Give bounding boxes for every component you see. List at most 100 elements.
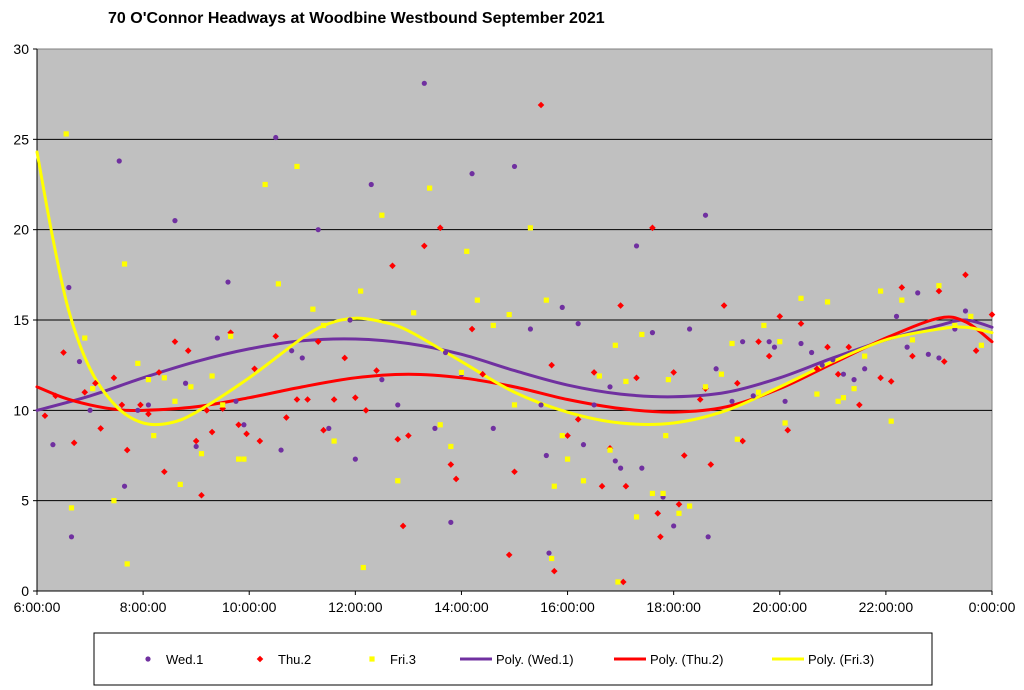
data-point bbox=[452, 475, 460, 483]
data-point bbox=[915, 290, 921, 296]
data-point bbox=[448, 519, 454, 525]
data-point bbox=[505, 551, 513, 559]
data-point bbox=[564, 456, 571, 462]
data-point bbox=[448, 443, 454, 450]
data-point bbox=[182, 380, 189, 386]
data-point bbox=[368, 181, 374, 188]
data-point bbox=[468, 325, 476, 333]
data-point bbox=[851, 377, 857, 383]
data-point bbox=[235, 421, 242, 429]
data-point bbox=[330, 396, 338, 403]
data-point bbox=[527, 225, 534, 231]
data-point bbox=[278, 447, 284, 453]
data-point bbox=[198, 451, 205, 457]
data-point bbox=[713, 366, 719, 372]
data-point bbox=[171, 338, 179, 345]
data-point bbox=[952, 322, 958, 329]
data-point bbox=[705, 534, 711, 540]
data-point bbox=[537, 101, 545, 109]
data-point bbox=[203, 407, 211, 414]
data-point bbox=[304, 396, 311, 403]
data-point bbox=[649, 330, 656, 336]
data-point bbox=[63, 131, 69, 137]
axes: 0 5 10 15 20 25 30 6:00:00 8:00:00 10:00:00 12:00:… bbox=[13, 41, 1015, 615]
data-point bbox=[564, 432, 571, 439]
data-points bbox=[41, 80, 996, 586]
data-point bbox=[546, 550, 552, 556]
data-point bbox=[935, 287, 943, 295]
data-point bbox=[320, 322, 327, 329]
data-point bbox=[639, 465, 645, 471]
data-point bbox=[490, 425, 496, 431]
data-point bbox=[633, 514, 640, 520]
data-point bbox=[755, 338, 762, 345]
data-point bbox=[458, 369, 465, 375]
data-point bbox=[362, 407, 370, 414]
data-point bbox=[442, 349, 449, 356]
data-point bbox=[538, 402, 544, 408]
data-point bbox=[766, 339, 772, 345]
data-point bbox=[511, 402, 518, 408]
data-point bbox=[909, 352, 916, 360]
data-point bbox=[243, 430, 250, 438]
data-point bbox=[898, 284, 906, 291]
data-point bbox=[776, 313, 784, 320]
data-point bbox=[236, 456, 242, 462]
data-point bbox=[464, 248, 470, 254]
data-point bbox=[591, 402, 597, 408]
data-point bbox=[135, 360, 141, 366]
data-point bbox=[118, 401, 126, 409]
data-point bbox=[389, 262, 396, 270]
legend-label: Wed.1 bbox=[166, 652, 203, 667]
data-point bbox=[219, 405, 226, 412]
data-point bbox=[294, 163, 300, 170]
data-point bbox=[315, 227, 321, 233]
data-point bbox=[612, 458, 618, 464]
data-point bbox=[845, 343, 853, 351]
data-point bbox=[331, 438, 337, 444]
data-point bbox=[676, 510, 682, 516]
data-point bbox=[241, 422, 247, 428]
data-point bbox=[347, 317, 353, 323]
data-point bbox=[379, 212, 385, 218]
data-point bbox=[551, 483, 557, 489]
x-tick-label: 16:00:00 bbox=[540, 599, 595, 615]
data-point bbox=[972, 347, 980, 355]
data-point bbox=[527, 326, 534, 332]
data-point bbox=[275, 281, 282, 287]
data-point bbox=[851, 386, 857, 392]
data-point bbox=[193, 443, 199, 450]
data-point bbox=[341, 354, 349, 362]
data-point bbox=[395, 402, 401, 408]
x-tick-label: 8:00:00 bbox=[120, 599, 167, 615]
data-point bbox=[909, 337, 916, 343]
x-tick-label: 14:00:00 bbox=[434, 599, 489, 615]
data-point bbox=[283, 414, 290, 421]
data-point bbox=[272, 332, 280, 340]
data-point bbox=[619, 578, 627, 586]
data-point bbox=[784, 426, 792, 434]
data-point bbox=[559, 433, 565, 439]
data-point bbox=[888, 418, 894, 424]
data-point bbox=[251, 365, 258, 373]
data-point bbox=[352, 394, 359, 401]
data-point bbox=[696, 396, 704, 403]
data-point bbox=[549, 555, 555, 562]
data-point bbox=[657, 533, 664, 541]
x-tick-label: 0:00:00 bbox=[969, 599, 1016, 615]
data-point bbox=[824, 299, 831, 305]
data-point bbox=[208, 428, 216, 436]
data-point bbox=[607, 384, 613, 390]
data-point bbox=[358, 288, 364, 294]
data-point bbox=[124, 561, 130, 567]
data-point bbox=[399, 522, 407, 530]
data-point bbox=[68, 534, 75, 540]
data-point bbox=[639, 331, 645, 338]
y-tick-label: 10 bbox=[13, 402, 29, 418]
data-point bbox=[765, 352, 773, 360]
data-point bbox=[262, 181, 268, 188]
data-point bbox=[421, 80, 427, 86]
data-point bbox=[649, 224, 656, 232]
data-point bbox=[90, 386, 96, 392]
